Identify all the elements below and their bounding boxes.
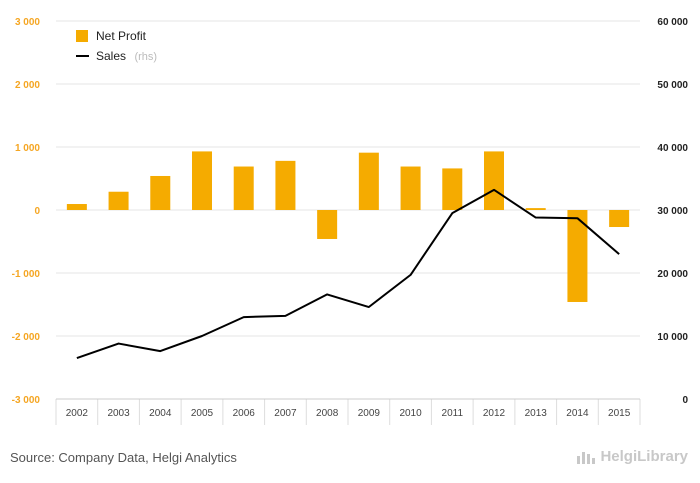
x-axis-tick-label: 2006: [233, 408, 256, 419]
chart: 3 000 2 000 1 000 0 -1 000 -2 000 -3 000 60 00…: [12, 17, 688, 425]
left-axis-tick-label: -3 000: [12, 395, 41, 406]
x-axis-tick-label: 2012: [483, 408, 506, 419]
right-axis-tick-label: 30 000: [657, 206, 688, 217]
left-axis-tick-label: 0: [34, 206, 40, 217]
legend-label-sales: Sales (rhs): [96, 47, 157, 64]
x-axis-tick-label: 2003: [107, 408, 130, 419]
legend-label-net-profit: Net Profit: [96, 29, 147, 43]
x-axis-tick-label: 2013: [525, 408, 548, 419]
bar-net-profit-2002: [66, 204, 87, 210]
right-axis-tick-label: 60 000: [657, 17, 688, 28]
bar-net-profit-2008: [317, 210, 338, 239]
left-axis-tick-label: 1 000: [15, 143, 40, 154]
brand-logo: HelgiLibrary: [577, 448, 688, 465]
bar-net-profit-2006: [233, 166, 254, 210]
bar-net-profit-2007: [275, 160, 296, 210]
line-sales: [76, 188, 620, 359]
bar-net-profit-2009: [358, 152, 379, 210]
x-axis-tick-label: 2007: [274, 408, 297, 419]
x-axis-tick-label: 2014: [566, 408, 589, 419]
bar-net-profit-2011: [442, 168, 463, 210]
left-axis-tick-label: 3 000: [15, 17, 40, 28]
right-axis-tick-label: 0: [682, 395, 688, 406]
brand-name: HelgiLibrary: [600, 448, 688, 465]
bar-net-profit-2014: [567, 210, 588, 302]
bar-net-profit-2005: [192, 151, 212, 210]
bar-net-profit-2015: [609, 210, 630, 228]
bar-net-profit-2003: [108, 191, 129, 210]
left-axis-tick-label: -2 000: [12, 332, 41, 343]
right-axis-tick-label: 40 000: [657, 143, 688, 154]
x-axis-tick-label: 2010: [399, 408, 422, 419]
x-axis-tick-label: 2002: [66, 408, 89, 419]
x-axis-tick-label: 2011: [442, 408, 464, 419]
x-axis-tick-label: 2008: [316, 408, 339, 419]
x-axis-tick-label: 2004: [149, 408, 172, 419]
x-axis-tick-label: 2015: [608, 408, 631, 419]
bar-net-profit-2013: [525, 208, 546, 210]
source-note: Source: Company Data, Helgi Analytics: [10, 450, 237, 465]
bar-net-profit-2004: [150, 175, 171, 210]
legend-swatch-net-profit: [76, 30, 88, 42]
right-axis-tick-label: 10 000: [657, 332, 688, 343]
left-axis-tick-label: 2 000: [15, 80, 40, 91]
bar-net-profit-2012: [484, 151, 504, 210]
right-axis-tick-label: 20 000: [657, 269, 688, 280]
library-icon: [577, 450, 596, 464]
right-axis-tick-label: 50 000: [657, 80, 688, 91]
x-axis-tick-label: 2009: [358, 408, 381, 419]
left-axis-tick-label: -1 000: [12, 269, 41, 280]
x-axis-tick-label: 2005: [191, 408, 214, 419]
bar-net-profit-2010: [400, 166, 421, 210]
